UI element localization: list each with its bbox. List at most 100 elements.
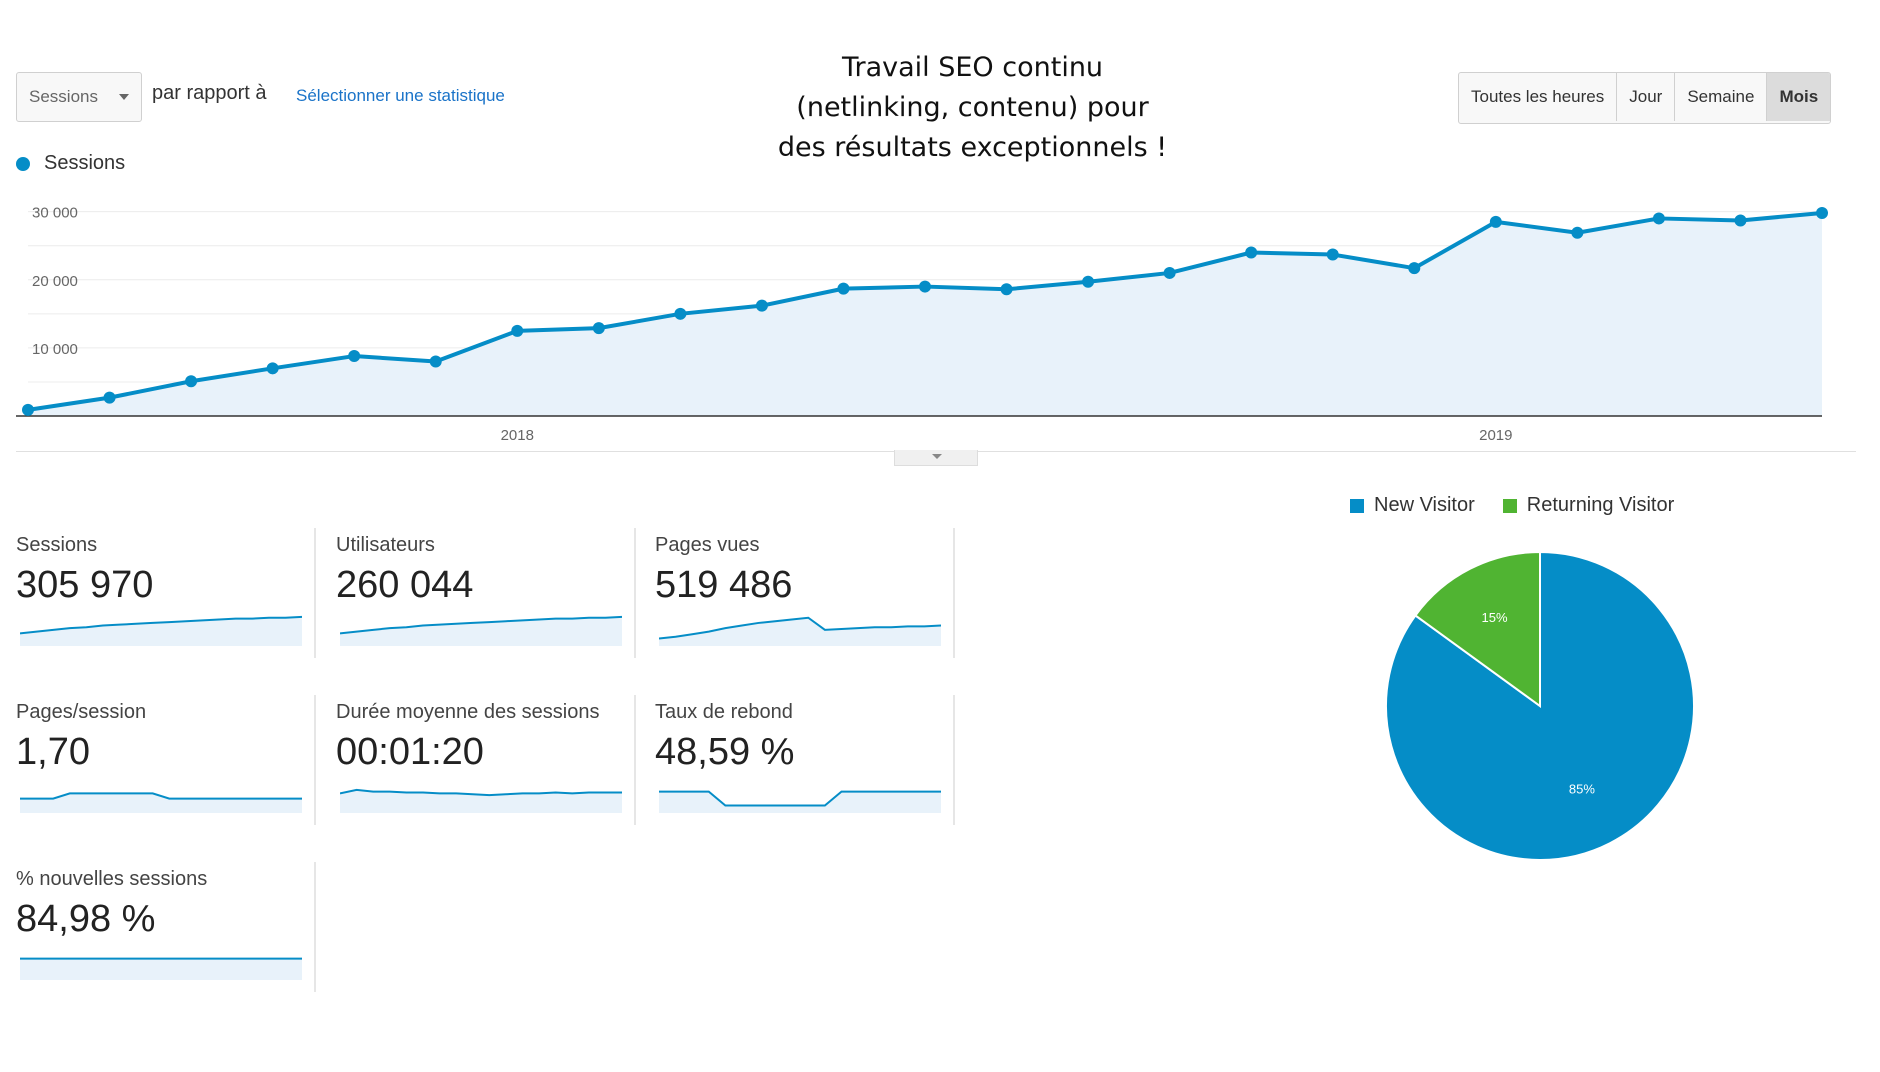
- chart-legend: Sessions: [16, 152, 125, 175]
- metric-sparkline: [20, 792, 302, 813]
- metric-select-value: Sessions: [29, 87, 98, 106]
- pie-legend-label: Returning Visitor: [1526, 494, 1675, 516]
- data-point[interactable]: [1652, 212, 1665, 225]
- granularity-hours-button[interactable]: Toutes les heures: [1459, 73, 1618, 121]
- granularity-day-button[interactable]: Jour: [1617, 73, 1676, 121]
- sparkline-area: [659, 791, 941, 813]
- metric-value: 1,70: [16, 731, 90, 773]
- metric-tile[interactable]: Utilisateurs 260 044: [336, 528, 636, 658]
- metric-sparkline: [20, 957, 302, 980]
- data-point[interactable]: [755, 299, 768, 312]
- sparkline-area: [20, 958, 302, 980]
- data-point[interactable]: [1326, 248, 1339, 261]
- data-point[interactable]: [1245, 246, 1258, 259]
- granularity-month-button[interactable]: Mois: [1767, 73, 1831, 121]
- metric-label: Pages vues: [655, 534, 760, 556]
- select-statistic-link[interactable]: Sélectionner une statistique: [296, 86, 505, 105]
- metric-value: 260 044: [336, 564, 474, 606]
- data-point[interactable]: [103, 391, 116, 404]
- y-tick-label: 10 000: [32, 341, 78, 358]
- metric-sparkline: [20, 615, 302, 646]
- data-point[interactable]: [919, 280, 931, 293]
- pie-legend-item: Returning Visitor: [1502, 494, 1675, 517]
- metric-sparkline: [659, 616, 941, 646]
- metric-sparkline: [340, 788, 622, 813]
- chevron-down-icon: [932, 454, 942, 459]
- headline-line: Travail SEO continu: [841, 52, 1104, 83]
- legend-swatch-icon: [1350, 498, 1364, 513]
- data-point[interactable]: [1082, 275, 1095, 288]
- sessions-area: [28, 212, 1822, 416]
- data-point[interactable]: [348, 350, 361, 363]
- metric-tile[interactable]: Durée moyenne des sessions 00:01:20: [336, 695, 636, 825]
- metric-value: 84,98 %: [16, 898, 156, 940]
- metric-select[interactable]: Sessions: [16, 72, 142, 122]
- granularity-week-button[interactable]: Semaine: [1675, 73, 1768, 121]
- data-point[interactable]: [592, 322, 605, 335]
- legend-swatch-icon: [1502, 498, 1517, 513]
- pie-legend-item: New Visitor: [1350, 494, 1475, 517]
- visitor-pie-chart: 85% 15%: [1385, 550, 1695, 861]
- sparkline-line: [659, 790, 941, 807]
- metric-value: 519 486: [655, 564, 793, 606]
- y-tick-label: 30 000: [32, 205, 78, 222]
- collapse-chart-toggle[interactable]: [894, 450, 978, 466]
- data-point[interactable]: [22, 403, 34, 416]
- data-point[interactable]: [674, 307, 687, 320]
- metric-sparkline: [659, 790, 941, 813]
- metric-tile[interactable]: Pages vues 519 486: [655, 528, 955, 658]
- sparkline-area: [20, 616, 302, 646]
- pie-slice-label: 85%: [1569, 781, 1595, 796]
- metric-tile[interactable]: Sessions 305 970: [16, 528, 316, 658]
- granularity-toggle: Toutes les heures Jour Semaine Mois: [1458, 72, 1832, 124]
- data-point[interactable]: [511, 324, 524, 337]
- metric-tile[interactable]: % nouvelles sessions 84,98 %: [16, 862, 316, 992]
- metric-label: % nouvelles sessions: [16, 868, 208, 890]
- metric-label: Pages/session: [16, 701, 147, 723]
- data-point[interactable]: [837, 282, 850, 295]
- sparkline-area: [340, 789, 622, 813]
- metric-label: Utilisateurs: [336, 534, 435, 556]
- data-point[interactable]: [1163, 266, 1176, 279]
- data-point[interactable]: [1408, 262, 1421, 275]
- sparkline-area: [20, 793, 302, 813]
- legend-dot-icon: [16, 156, 30, 171]
- sparkline-line: [340, 788, 622, 797]
- data-point[interactable]: [1571, 226, 1584, 239]
- headline: Travail SEO continu (netlinking, contenu…: [700, 48, 1245, 168]
- headline-line: des résultats exceptionnels !: [777, 132, 1168, 163]
- chevron-down-icon: [119, 94, 129, 100]
- pie-slice[interactable]: [1414, 550, 1541, 708]
- sparkline-area: [340, 616, 622, 646]
- sparkline-area: [659, 617, 941, 646]
- pie-slice-label: 15%: [1482, 610, 1508, 625]
- data-point[interactable]: [1816, 206, 1828, 219]
- data-point[interactable]: [266, 362, 279, 375]
- headline-line: (netlinking, contenu) pour: [796, 92, 1149, 123]
- data-point[interactable]: [1734, 214, 1747, 227]
- metric-label: Durée moyenne des sessions: [336, 701, 600, 723]
- data-point[interactable]: [1489, 215, 1502, 228]
- data-point[interactable]: [429, 355, 442, 368]
- data-point[interactable]: [185, 375, 198, 388]
- legend-label: Sessions: [44, 152, 126, 174]
- compare-label: par rapport à: [152, 82, 267, 104]
- metric-label: Sessions: [16, 534, 98, 556]
- sparkline-line: [20, 615, 302, 635]
- pie-legend: New Visitor Returning Visitor: [1350, 494, 1674, 517]
- metric-tile[interactable]: Pages/session 1,70: [16, 695, 316, 825]
- sparkline-line: [340, 615, 622, 635]
- sparkline-line: [20, 792, 302, 800]
- metric-value: 305 970: [16, 564, 154, 606]
- metric-value: 48,59 %: [655, 731, 795, 773]
- metric-sparkline: [340, 615, 622, 646]
- data-point[interactable]: [1000, 283, 1013, 296]
- sessions-line-chart: 30 000 20 000 10 000 2018 2019: [16, 205, 1828, 444]
- pie-legend-label: New Visitor: [1374, 494, 1475, 516]
- sparkline-line: [659, 616, 941, 640]
- metric-label: Taux de rebond: [655, 701, 793, 723]
- metric-tile[interactable]: Taux de rebond 48,59 %: [655, 695, 955, 825]
- metric-value: 00:01:20: [336, 731, 484, 773]
- y-tick-label: 20 000: [32, 273, 78, 290]
- x-tick-label: 2018: [501, 427, 534, 444]
